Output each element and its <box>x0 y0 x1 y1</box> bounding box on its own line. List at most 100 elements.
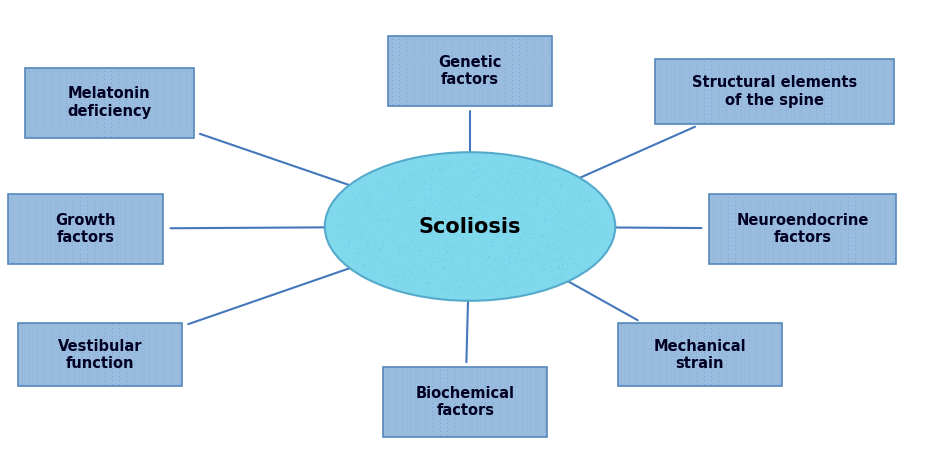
Point <box>65 246 80 253</box>
Point <box>514 415 529 422</box>
Point <box>400 96 415 104</box>
Point <box>818 250 833 257</box>
Point <box>460 76 475 83</box>
Point <box>704 336 719 343</box>
Point <box>519 60 534 67</box>
Point <box>499 391 514 398</box>
Point <box>651 62 666 69</box>
Point <box>156 381 171 388</box>
Point <box>455 371 470 378</box>
Point <box>786 82 801 89</box>
Point <box>67 344 82 352</box>
Point <box>742 78 757 85</box>
Point <box>712 62 727 69</box>
Point <box>489 80 504 87</box>
Point <box>689 381 704 388</box>
Point <box>734 332 749 339</box>
Point <box>361 250 376 257</box>
Point <box>52 381 67 388</box>
Point <box>529 383 544 390</box>
Point <box>50 209 65 217</box>
Point <box>689 66 704 73</box>
Point <box>432 395 447 402</box>
Point <box>831 58 846 65</box>
Point <box>885 238 901 245</box>
Point <box>463 248 478 255</box>
Point <box>44 357 59 364</box>
Point <box>469 423 484 430</box>
Point <box>371 207 386 215</box>
Point <box>51 71 66 78</box>
Point <box>511 80 526 87</box>
Point <box>5 242 20 249</box>
Point <box>147 217 162 225</box>
Point <box>127 340 142 347</box>
Point <box>392 39 407 47</box>
Point <box>742 58 757 65</box>
Point <box>387 415 402 422</box>
Point <box>869 102 884 110</box>
Point <box>80 230 95 237</box>
Point <box>484 375 499 382</box>
Point <box>772 98 787 106</box>
Point <box>773 222 788 229</box>
Point <box>651 361 666 368</box>
Point <box>154 226 169 233</box>
Point <box>878 222 893 229</box>
Point <box>400 88 415 96</box>
Point <box>432 423 447 430</box>
Point <box>728 246 743 253</box>
Point <box>430 161 445 169</box>
Point <box>519 64 534 71</box>
Point <box>541 76 556 83</box>
Point <box>523 245 538 252</box>
Point <box>96 132 111 139</box>
Point <box>838 111 854 118</box>
Point <box>614 369 629 376</box>
Point <box>27 222 42 229</box>
Point <box>682 86 697 93</box>
Point <box>509 250 525 257</box>
Point <box>147 230 162 237</box>
Point <box>12 213 27 221</box>
Point <box>546 200 561 207</box>
Point <box>27 254 42 261</box>
Point <box>432 215 447 222</box>
Point <box>825 250 840 257</box>
Point <box>818 230 833 237</box>
Point <box>103 108 118 115</box>
Point <box>587 198 602 205</box>
Point <box>516 277 531 284</box>
Point <box>72 234 87 241</box>
Point <box>704 381 719 388</box>
Point <box>772 340 787 347</box>
Point <box>477 431 492 439</box>
Point <box>854 62 869 69</box>
Point <box>765 213 780 221</box>
Point <box>149 120 164 127</box>
Point <box>869 74 884 81</box>
Point <box>125 197 140 204</box>
Point <box>141 100 156 107</box>
Point <box>12 205 27 212</box>
Point <box>415 76 430 83</box>
Point <box>383 244 398 251</box>
Point <box>82 372 97 380</box>
Point <box>793 82 808 89</box>
Point <box>666 98 681 106</box>
Point <box>470 287 485 294</box>
Point <box>87 213 102 221</box>
Point <box>861 86 876 93</box>
Point <box>495 202 510 210</box>
Point <box>757 336 772 343</box>
Point <box>443 228 458 235</box>
Point <box>44 381 59 388</box>
Point <box>154 197 169 204</box>
Point <box>567 216 582 223</box>
Point <box>466 84 481 92</box>
Point <box>808 66 823 73</box>
Point <box>511 88 526 96</box>
Point <box>43 87 58 95</box>
Point <box>103 67 118 74</box>
Point <box>757 369 772 376</box>
